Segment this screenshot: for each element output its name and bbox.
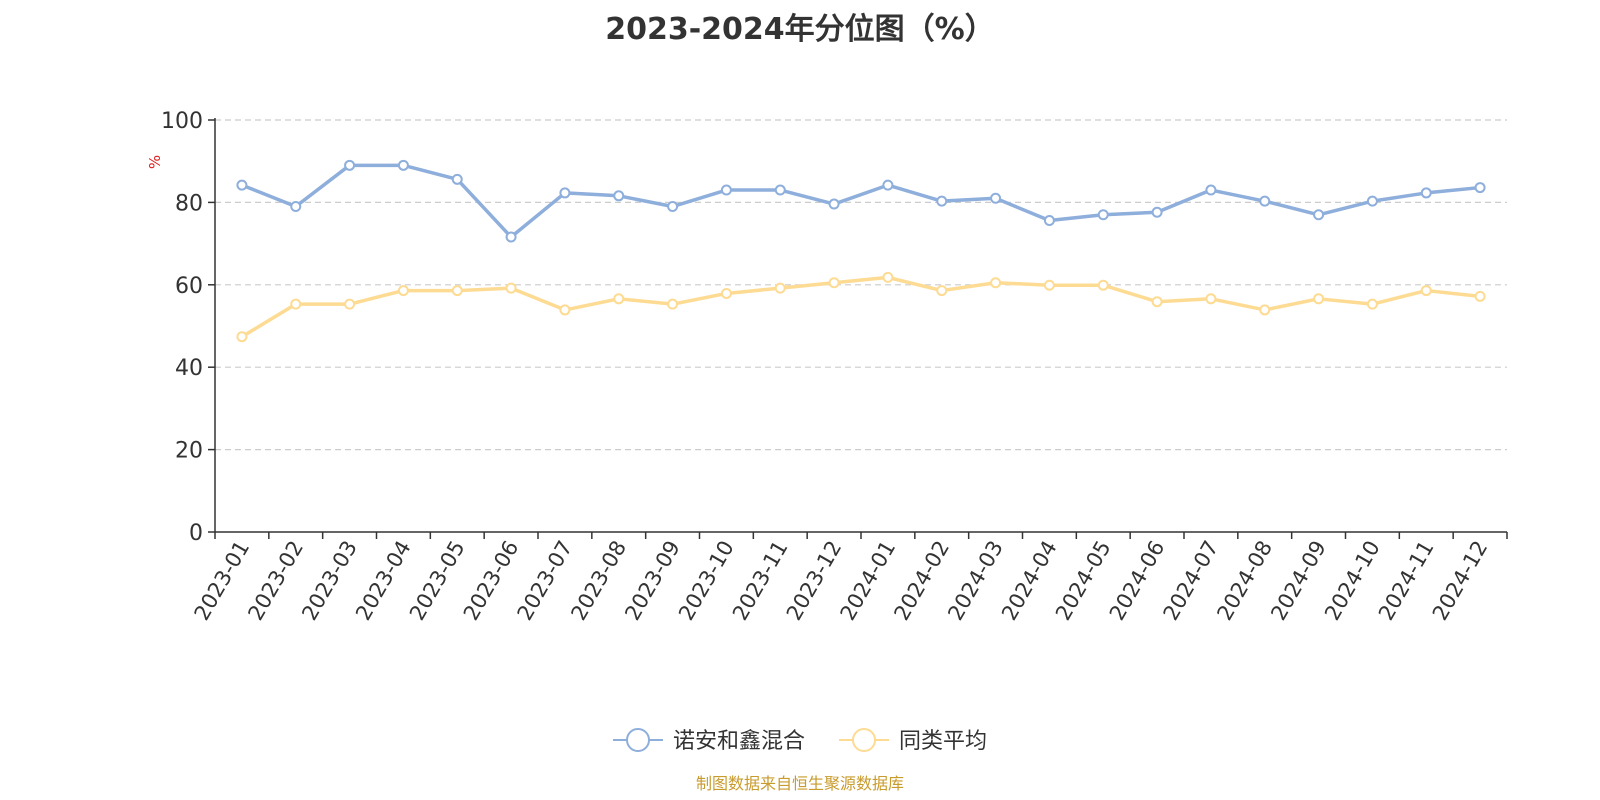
data-point <box>1366 195 1378 207</box>
data-point <box>397 159 409 171</box>
data-point <box>1097 279 1109 291</box>
data-point <box>936 285 948 297</box>
data-point <box>1474 290 1486 302</box>
data-point <box>990 277 1002 289</box>
data-point <box>505 231 517 243</box>
data-point <box>1474 182 1486 194</box>
data-point <box>559 187 571 199</box>
data-point <box>1259 304 1271 316</box>
data-point <box>1259 195 1271 207</box>
data-point <box>451 285 463 297</box>
data-point <box>290 298 302 310</box>
data-point <box>290 201 302 213</box>
legend-marker-icon <box>852 728 876 752</box>
data-point <box>236 331 248 343</box>
series-line <box>241 163 1481 239</box>
data-source-note: 制图数据来自恒生聚源数据库 <box>695 774 904 793</box>
legend-item-1[interactable]: 同类平均 <box>839 728 987 754</box>
legend-label: 诺安和鑫混合 <box>673 729 805 754</box>
legend-marker-icon <box>626 728 650 752</box>
data-point <box>720 287 732 299</box>
data-point <box>1043 279 1055 291</box>
data-point <box>613 190 625 202</box>
data-point <box>1151 206 1163 218</box>
grid-lines <box>215 119 1507 451</box>
legend-item-0[interactable]: 诺安和鑫混合 <box>613 728 805 754</box>
y-tick-label: 80 <box>175 191 203 216</box>
y-tick-label: 0 <box>189 521 203 546</box>
data-point <box>1205 293 1217 305</box>
data-point <box>451 173 463 185</box>
data-point <box>344 159 356 171</box>
data-point <box>397 285 409 297</box>
series-0 <box>236 159 1486 243</box>
data-point <box>559 304 571 316</box>
data-point <box>1366 298 1378 310</box>
data-point <box>774 282 786 294</box>
series-lines <box>236 159 1486 343</box>
series-1 <box>236 271 1486 343</box>
data-point <box>828 277 840 289</box>
data-point <box>720 184 732 196</box>
data-point <box>667 298 679 310</box>
legend-label: 同类平均 <box>899 729 987 754</box>
series-line <box>241 275 1481 339</box>
y-tick-label: 100 <box>161 109 203 134</box>
data-point <box>990 192 1002 204</box>
data-point <box>613 293 625 305</box>
data-point <box>236 179 248 191</box>
data-point <box>936 195 948 207</box>
y-tick-label: 40 <box>175 356 203 381</box>
data-point <box>1313 293 1325 305</box>
legend[interactable]: 诺安和鑫混合 同类平均 <box>613 728 987 754</box>
data-point <box>882 179 894 191</box>
data-point <box>1420 285 1432 297</box>
data-point <box>667 201 679 213</box>
data-point <box>1043 215 1055 227</box>
data-point <box>1313 209 1325 221</box>
data-point <box>505 282 517 294</box>
data-point <box>882 271 894 283</box>
data-point <box>1205 184 1217 196</box>
data-point <box>774 184 786 196</box>
data-point <box>344 298 356 310</box>
y-axis-label: % <box>146 155 164 169</box>
chart-title: 2023-2024年分位图（%） <box>605 12 995 47</box>
data-point <box>1097 209 1109 221</box>
y-tick-label: 60 <box>175 274 203 299</box>
y-tick-label: 20 <box>175 439 203 464</box>
data-point <box>1151 296 1163 308</box>
data-point <box>828 198 840 210</box>
data-point <box>1420 187 1432 199</box>
